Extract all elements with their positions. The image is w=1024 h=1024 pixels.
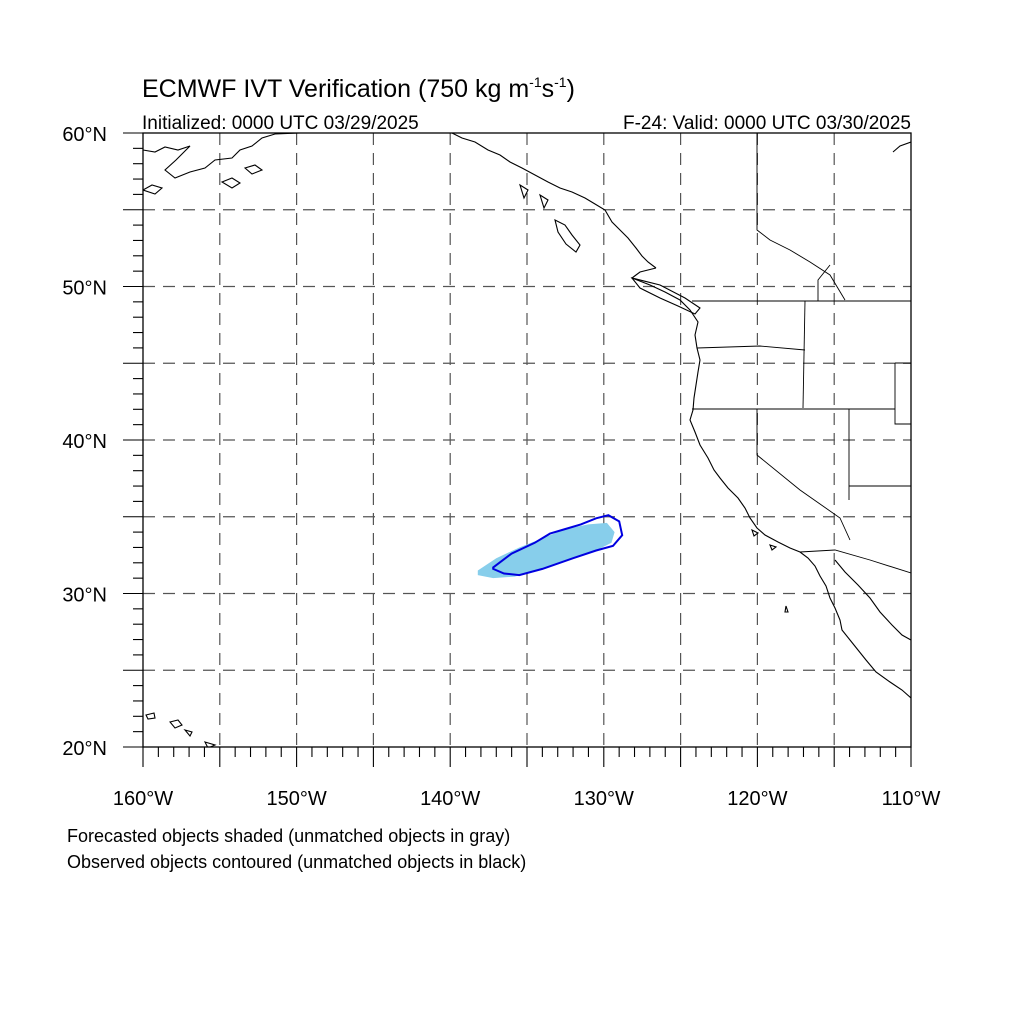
- political-borders: [692, 133, 911, 574]
- lat-label: 50°N: [62, 278, 107, 300]
- ca-nv-border: [756, 409, 851, 541]
- lon-label: 160°W: [113, 788, 173, 810]
- lon-label: 110°W: [882, 788, 941, 810]
- forecast-note: Forecasted objects shaded (unmatched obj…: [67, 826, 510, 846]
- lat-label: 30°N: [62, 585, 107, 607]
- lon-label: 120°W: [727, 788, 787, 810]
- us-mexico-border: [799, 549, 911, 574]
- coastlines: [143, 133, 911, 747]
- lon-label: 130°W: [574, 788, 634, 810]
- alaska-canada-border: [756, 133, 846, 301]
- hawaii-islands: [145, 712, 217, 747]
- observed-note: Observed objects contoured (unmatched ob…: [67, 852, 526, 872]
- wa-or-border: [696, 345, 806, 351]
- alaska-islands: [143, 164, 581, 253]
- alaska-coast: [143, 133, 657, 269]
- latitude-labels: 20°N 30°N 40°N 50°N 60°N: [62, 124, 107, 760]
- observed-object-contour: [492, 514, 624, 577]
- valid-label: F-24: Valid: 0000 UTC 03/30/2025: [623, 113, 911, 134]
- axis-ticks: [123, 132, 912, 767]
- mt-wy-border: [894, 362, 911, 425]
- lat-label: 20°N: [62, 738, 107, 760]
- hudson-coast: [892, 141, 911, 153]
- mexico-mainland-coast: [834, 559, 911, 641]
- lon-label: 150°W: [266, 788, 326, 810]
- vancouver-island: [630, 277, 701, 315]
- graticule: [143, 133, 911, 747]
- lat-label: 40°N: [62, 431, 107, 453]
- longitude-labels: 160°W 150°W 140°W 130°W 120°W 110°W: [113, 788, 941, 810]
- forecast-object-shaded: [477, 522, 615, 579]
- bc-ab-border: [817, 264, 831, 301]
- lon-label: 140°W: [420, 788, 480, 810]
- west-coast: [630, 267, 911, 699]
- lat-label: 60°N: [62, 124, 107, 146]
- channel-islands: [751, 528, 789, 613]
- id-border: [802, 300, 806, 409]
- initialized-label: Initialized: 0000 UTC 03/29/2025: [142, 113, 419, 134]
- map-title: ECMWF IVT Verification (750 kg m-1s-1): [142, 74, 575, 103]
